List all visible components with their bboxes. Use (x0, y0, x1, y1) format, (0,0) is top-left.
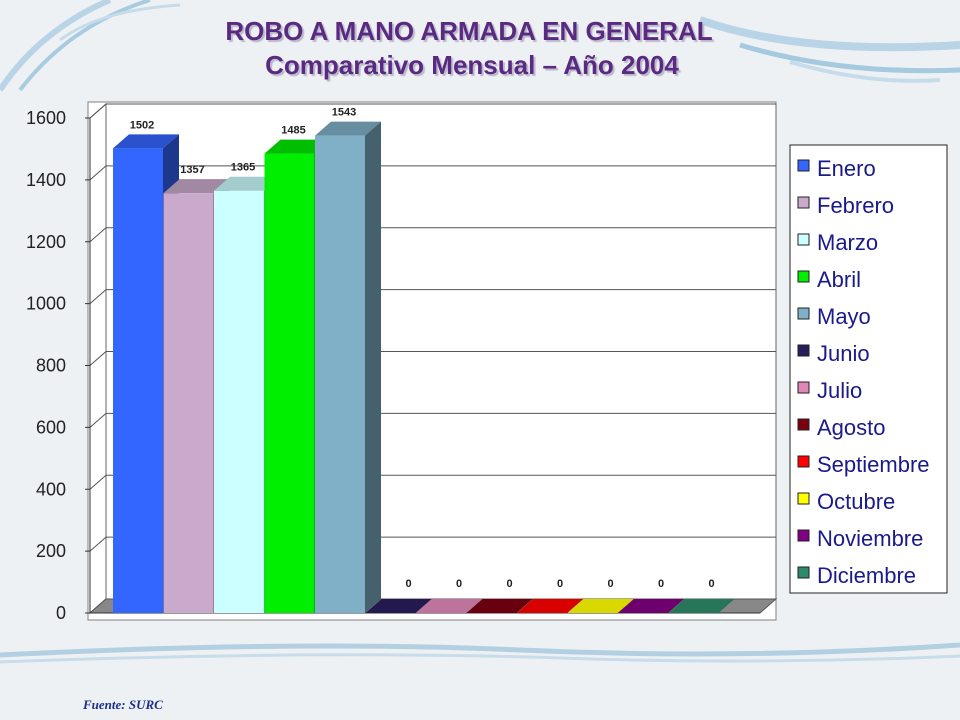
legend-swatch-febrero (797, 196, 810, 209)
data-label: 0 (405, 578, 411, 590)
bar-enero (113, 148, 163, 613)
legend-label-noviembre: Noviembre (817, 526, 923, 551)
legend (789, 144, 948, 594)
y-tick-label: 800 (36, 356, 66, 376)
legend-label-febrero: Febrero (817, 193, 894, 218)
bar-mayo (315, 135, 365, 613)
data-label: 0 (708, 578, 714, 590)
legend-swatch-julio (797, 381, 810, 394)
gridline (89, 289, 776, 305)
source-note: Fuente: SURC (83, 697, 163, 712)
bar-top-agosto (466, 599, 533, 613)
data-label: 1365 (231, 162, 255, 174)
gridline (89, 103, 776, 119)
legend-label-marzo: Marzo (817, 230, 878, 255)
chart-subtitle: Comparativo Mensual – Año 2004 (265, 50, 679, 80)
legend-label-mayo: Mayo (817, 304, 871, 329)
legend-swatch-septiembre (797, 455, 810, 468)
gridline (89, 165, 776, 181)
bar-top-julio (416, 599, 482, 613)
legend-label-julio: Julio (817, 378, 862, 403)
legend-swatch-mayo (797, 307, 810, 320)
legend-swatch-noviembre (797, 529, 810, 542)
legend-label-diciembre: Diciembre (817, 563, 916, 588)
bar-top-noviembre (618, 599, 684, 613)
bar-top-marzo (214, 176, 280, 191)
data-label: 0 (658, 578, 664, 590)
y-tick-label: 1200 (26, 232, 66, 252)
gridline (89, 536, 776, 552)
data-label: 1502 (130, 119, 154, 131)
data-label: 0 (607, 578, 613, 590)
bar-side-mayo (365, 121, 381, 614)
legend-label-agosto: Agosto (817, 415, 886, 440)
bar-top-junio (365, 599, 432, 613)
y-tick-label: 1600 (26, 108, 66, 128)
gridline (89, 474, 776, 490)
legend-swatch-abril (797, 270, 810, 283)
legend-label-junio: Junio (817, 341, 870, 366)
legend-swatch-agosto (797, 418, 810, 431)
bar-top-octubre (567, 599, 634, 613)
legend-swatch-junio (797, 344, 810, 357)
legend-swatch-marzo (797, 233, 810, 246)
bar-top-febrero (163, 179, 230, 194)
bar-marzo (214, 190, 264, 613)
data-label: 1485 (281, 125, 305, 137)
gridline (89, 351, 776, 366)
legend-swatch-octubre (797, 492, 810, 505)
bar-top-mayo (315, 121, 381, 136)
y-tick-label: 600 (36, 417, 66, 437)
y-tick-label: 0 (56, 603, 66, 623)
bar-top-enero (113, 134, 179, 149)
bar-top-abril (264, 139, 331, 154)
legend-swatch-diciembre (797, 566, 810, 579)
data-label: 1357 (180, 164, 204, 176)
legend-label-septiembre: Septiembre (817, 452, 930, 477)
data-label: 1543 (332, 107, 356, 119)
legend-label-octubre: Octubre (817, 489, 895, 514)
legend-label-abril: Abril (817, 267, 861, 292)
data-label: 0 (506, 578, 512, 590)
y-tick-label: 1400 (26, 170, 66, 190)
gridline (89, 227, 776, 243)
y-tick-label: 200 (36, 541, 66, 561)
gridline (89, 412, 776, 428)
data-label: 0 (557, 578, 563, 590)
bar-top-septiembre (517, 599, 583, 613)
legend-swatch-enero (797, 159, 810, 172)
y-tick-label: 400 (36, 479, 66, 499)
bar-abril (264, 153, 315, 613)
bar-top-diciembre (668, 599, 735, 613)
legend-label-enero: Enero (817, 156, 876, 181)
data-label: 0 (456, 578, 462, 590)
chart-title: ROBO A MANO ARMADA EN GENERAL (225, 16, 713, 46)
bar-febrero (163, 193, 214, 613)
y-tick-label: 1000 (26, 294, 66, 314)
